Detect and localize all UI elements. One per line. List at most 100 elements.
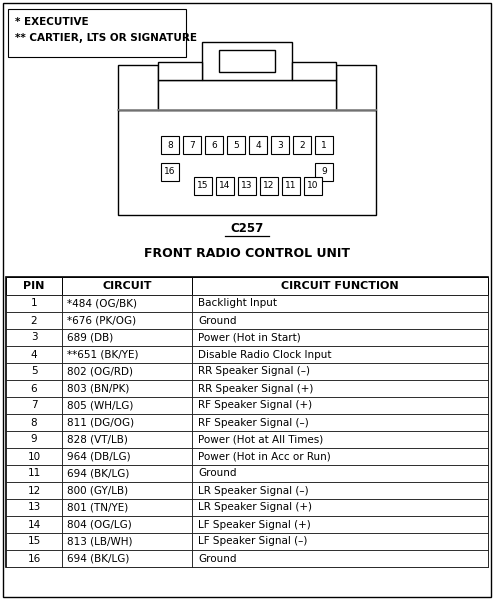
Text: Ground: Ground — [198, 316, 237, 325]
Text: 3: 3 — [277, 140, 283, 149]
Bar — [6, 465, 62, 482]
Bar — [6, 277, 488, 567]
Bar — [62, 533, 192, 550]
Bar — [216, 177, 234, 195]
Text: 9: 9 — [31, 434, 38, 445]
Text: 800 (GY/LB): 800 (GY/LB) — [67, 485, 128, 496]
Text: *676 (PK/OG): *676 (PK/OG) — [67, 316, 136, 325]
Bar — [304, 177, 322, 195]
Text: 7: 7 — [189, 140, 195, 149]
Bar — [271, 136, 289, 154]
Bar — [315, 136, 333, 154]
Bar — [62, 431, 192, 448]
Bar — [192, 448, 488, 465]
Bar — [8, 9, 186, 57]
Text: 13: 13 — [27, 503, 41, 512]
Text: 13: 13 — [241, 181, 253, 191]
Text: ** CARTIER, LTS OR SIGNATURE: ** CARTIER, LTS OR SIGNATURE — [15, 33, 197, 43]
Bar — [219, 50, 275, 72]
Text: 694 (BK/LG): 694 (BK/LG) — [67, 553, 129, 563]
Bar — [161, 163, 179, 181]
Text: 9: 9 — [321, 167, 327, 176]
Bar — [62, 277, 192, 295]
Text: C257: C257 — [230, 223, 264, 235]
Bar — [260, 177, 278, 195]
Text: 11: 11 — [285, 181, 297, 191]
Bar — [292, 62, 336, 80]
Text: Disable Radio Clock Input: Disable Radio Clock Input — [198, 349, 331, 359]
Text: RF Speaker Signal (+): RF Speaker Signal (+) — [198, 401, 312, 410]
Bar — [62, 312, 192, 329]
Bar — [62, 516, 192, 533]
Text: 6: 6 — [211, 140, 217, 149]
Text: 2: 2 — [299, 140, 305, 149]
Bar — [161, 136, 179, 154]
Text: 804 (OG/LG): 804 (OG/LG) — [67, 520, 132, 529]
Text: LF Speaker Signal (+): LF Speaker Signal (+) — [198, 520, 311, 529]
Bar — [192, 465, 488, 482]
Text: 12: 12 — [27, 485, 41, 496]
Text: 7: 7 — [31, 401, 38, 410]
Text: 14: 14 — [219, 181, 231, 191]
Bar — [6, 448, 62, 465]
Text: FRONT RADIO CONTROL UNIT: FRONT RADIO CONTROL UNIT — [144, 247, 350, 260]
Text: PIN: PIN — [23, 281, 44, 291]
Bar — [192, 397, 488, 414]
Text: Ground: Ground — [198, 553, 237, 563]
Bar — [62, 414, 192, 431]
Bar — [192, 414, 488, 431]
Text: 16: 16 — [164, 167, 176, 176]
Text: LR Speaker Signal (+): LR Speaker Signal (+) — [198, 503, 312, 512]
Text: RR Speaker Signal (–): RR Speaker Signal (–) — [198, 367, 310, 377]
Bar — [6, 380, 62, 397]
Bar — [336, 65, 376, 110]
Text: 3: 3 — [31, 332, 38, 343]
Text: Power (Hot in Start): Power (Hot in Start) — [198, 332, 301, 343]
Text: 11: 11 — [27, 469, 41, 479]
Bar — [62, 482, 192, 499]
Text: 4: 4 — [31, 349, 38, 359]
Text: 5: 5 — [233, 140, 239, 149]
Bar — [192, 550, 488, 567]
Text: 2: 2 — [31, 316, 38, 325]
Bar — [192, 295, 488, 312]
Text: *484 (OG/BK): *484 (OG/BK) — [67, 298, 137, 308]
Bar — [6, 329, 62, 346]
Bar — [118, 110, 376, 215]
Bar — [6, 363, 62, 380]
Text: 802 (OG/RD): 802 (OG/RD) — [67, 367, 133, 377]
Bar — [62, 550, 192, 567]
Bar — [238, 177, 256, 195]
Text: 964 (DB/LG): 964 (DB/LG) — [67, 451, 130, 461]
Text: Power (Hot in Acc or Run): Power (Hot in Acc or Run) — [198, 451, 331, 461]
Bar — [183, 136, 201, 154]
Bar — [293, 136, 311, 154]
Text: **651 (BK/YE): **651 (BK/YE) — [67, 349, 138, 359]
Text: CIRCUIT: CIRCUIT — [102, 281, 152, 291]
Text: 8: 8 — [31, 418, 38, 427]
Bar — [315, 163, 333, 181]
Bar — [6, 277, 62, 295]
Text: Ground: Ground — [198, 469, 237, 479]
Bar — [205, 136, 223, 154]
Bar — [227, 136, 245, 154]
Text: RF Speaker Signal (–): RF Speaker Signal (–) — [198, 418, 309, 427]
Text: Power (Hot at All Times): Power (Hot at All Times) — [198, 434, 323, 445]
Text: Backlight Input: Backlight Input — [198, 298, 277, 308]
Text: 1: 1 — [321, 140, 327, 149]
Bar — [62, 329, 192, 346]
Bar — [192, 312, 488, 329]
Bar — [62, 499, 192, 516]
Text: 828 (VT/LB): 828 (VT/LB) — [67, 434, 128, 445]
Text: 15: 15 — [27, 536, 41, 547]
Text: 14: 14 — [27, 520, 41, 529]
Bar — [6, 482, 62, 499]
Text: 4: 4 — [255, 140, 261, 149]
Bar — [192, 363, 488, 380]
Bar — [6, 414, 62, 431]
Bar — [6, 499, 62, 516]
Bar — [158, 62, 202, 80]
Bar — [6, 431, 62, 448]
Bar — [192, 516, 488, 533]
Text: 805 (WH/LG): 805 (WH/LG) — [67, 401, 133, 410]
